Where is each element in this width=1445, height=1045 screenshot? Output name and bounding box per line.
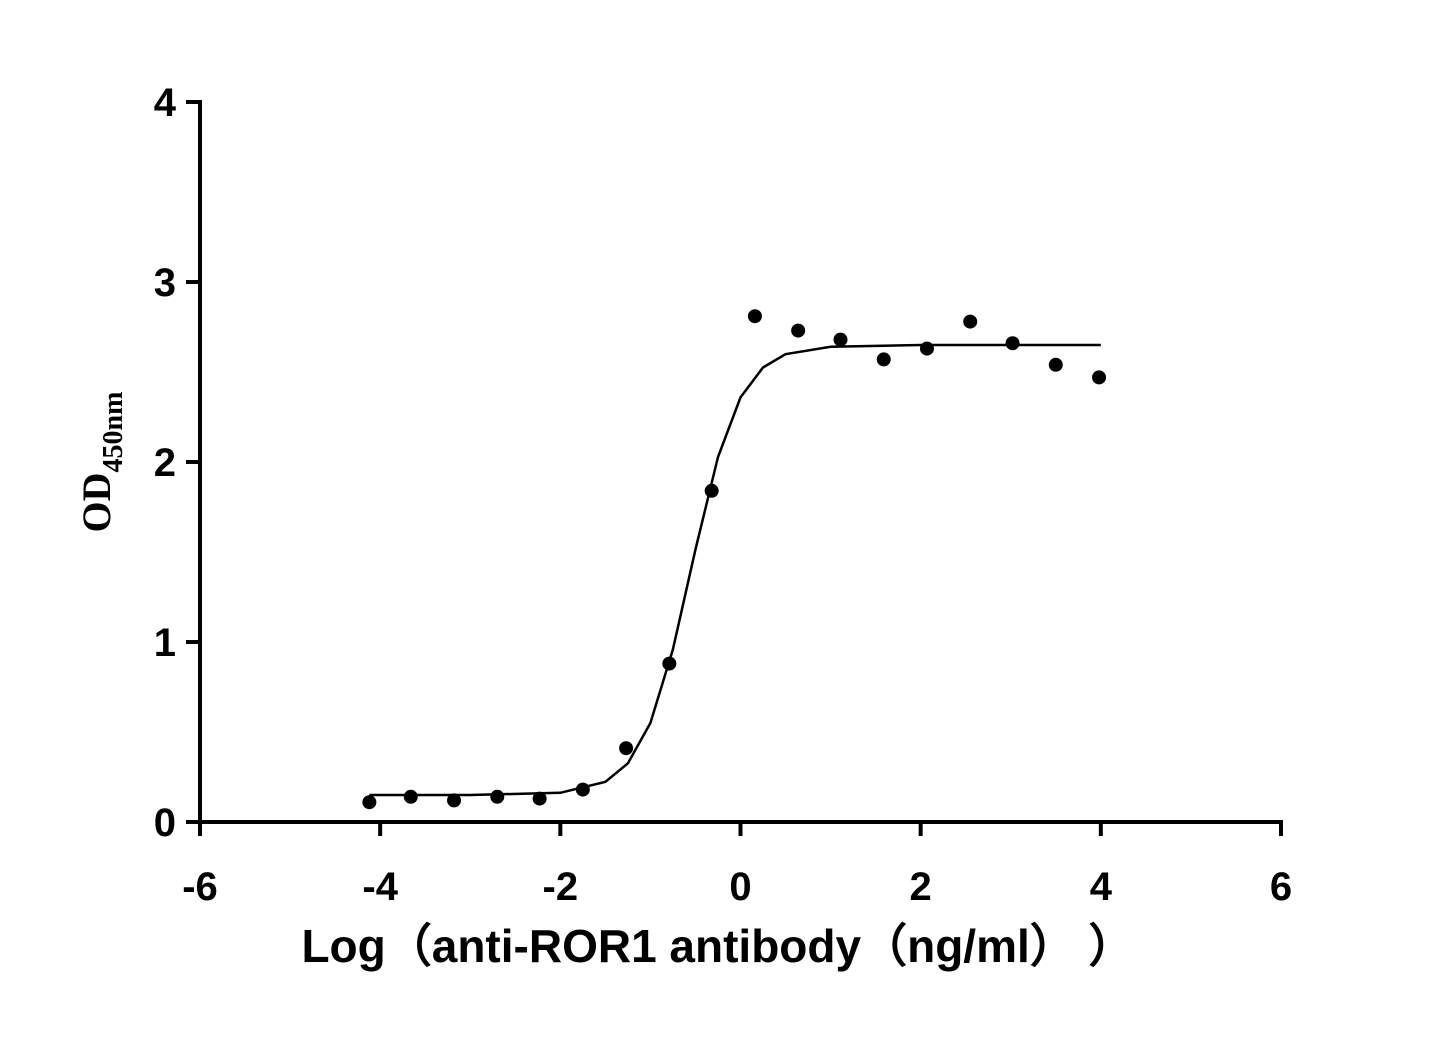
data-point bbox=[1048, 357, 1063, 372]
data-point bbox=[791, 323, 806, 338]
data-point bbox=[362, 795, 377, 810]
y-label-main: OD bbox=[74, 472, 119, 532]
data-point bbox=[532, 791, 547, 806]
x-tick-label: -2 bbox=[543, 865, 579, 909]
y-tick-label: 3 bbox=[154, 261, 176, 305]
data-point bbox=[704, 483, 719, 498]
data-point bbox=[833, 332, 848, 347]
y-tick-label: 4 bbox=[154, 81, 177, 125]
data-point bbox=[662, 656, 677, 671]
x-axis-label: Log（anti-ROR1 antibody（ng/ml） ） bbox=[301, 920, 1134, 972]
data-point bbox=[447, 793, 462, 808]
y-tick-label: 2 bbox=[154, 441, 176, 485]
data-point bbox=[1092, 370, 1107, 385]
x-tick-label: 6 bbox=[1270, 865, 1292, 909]
x-tick-label: 0 bbox=[729, 865, 751, 909]
x-tick-label: -4 bbox=[362, 865, 398, 909]
data-point bbox=[490, 789, 505, 804]
data-point bbox=[575, 782, 590, 797]
y-axis-label: OD450nm bbox=[74, 392, 129, 533]
y-tick-label: 1 bbox=[154, 621, 176, 665]
data-point bbox=[619, 741, 634, 756]
data-point bbox=[747, 309, 762, 324]
data-point bbox=[403, 789, 418, 804]
x-tick-label: -6 bbox=[182, 865, 218, 909]
y-tick-label: 0 bbox=[154, 801, 176, 845]
x-tick-label: 2 bbox=[910, 865, 932, 909]
data-point bbox=[1005, 336, 1020, 351]
data-point bbox=[876, 352, 891, 367]
y-label-sub: 450nm bbox=[98, 392, 129, 473]
data-point bbox=[919, 341, 934, 356]
x-tick-label: 4 bbox=[1090, 865, 1113, 909]
data-point bbox=[963, 314, 978, 329]
